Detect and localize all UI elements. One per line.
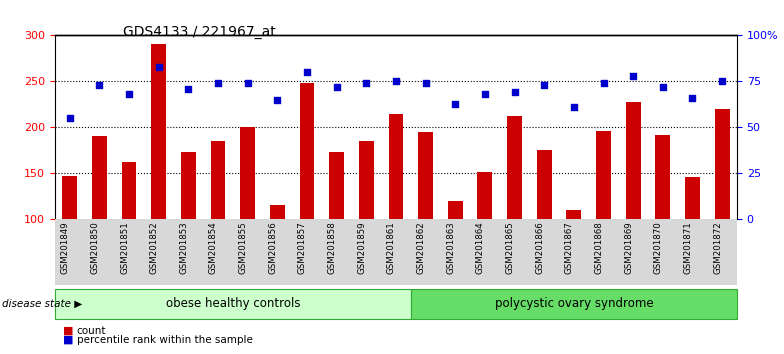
Point <box>478 91 491 97</box>
Text: obese healthy controls: obese healthy controls <box>165 297 300 310</box>
Text: GSM201861: GSM201861 <box>387 221 396 274</box>
Text: GSM201870: GSM201870 <box>654 221 662 274</box>
Text: GSM201850: GSM201850 <box>90 221 100 274</box>
Text: GSM201869: GSM201869 <box>624 221 633 274</box>
Bar <box>92 136 107 312</box>
Point <box>182 86 194 92</box>
Text: GDS4133 / 221967_at: GDS4133 / 221967_at <box>123 25 276 39</box>
Bar <box>448 201 463 312</box>
Bar <box>359 141 374 312</box>
Text: GSM201864: GSM201864 <box>476 221 485 274</box>
Point <box>656 84 669 90</box>
Text: GSM201865: GSM201865 <box>506 221 514 274</box>
Bar <box>329 152 344 312</box>
Text: GSM201867: GSM201867 <box>564 221 574 274</box>
Text: GSM201863: GSM201863 <box>446 221 456 274</box>
Point <box>538 82 550 88</box>
Text: percentile rank within the sample: percentile rank within the sample <box>77 335 252 345</box>
Text: ■: ■ <box>63 326 73 336</box>
Bar <box>655 135 670 312</box>
Point <box>330 84 343 90</box>
Text: polycystic ovary syndrome: polycystic ovary syndrome <box>495 297 653 310</box>
Bar <box>270 205 285 312</box>
Bar <box>122 162 136 312</box>
Bar <box>566 210 581 312</box>
Point <box>568 104 580 110</box>
Bar <box>151 44 166 312</box>
Text: GSM201856: GSM201856 <box>268 221 278 274</box>
Text: GSM201851: GSM201851 <box>120 221 129 274</box>
Bar <box>626 102 641 312</box>
Point <box>627 73 640 79</box>
Bar <box>537 150 552 312</box>
Text: GSM201855: GSM201855 <box>238 221 248 274</box>
Text: GSM201862: GSM201862 <box>416 221 426 274</box>
Bar <box>389 114 403 312</box>
Text: ■: ■ <box>63 335 73 345</box>
Bar <box>418 132 433 312</box>
Bar <box>240 127 255 312</box>
Point <box>93 82 106 88</box>
Text: GSM201852: GSM201852 <box>150 221 158 274</box>
Bar <box>299 83 314 312</box>
Bar <box>181 152 196 312</box>
Bar <box>477 172 492 312</box>
Point <box>212 80 224 86</box>
Point <box>301 69 314 75</box>
Point <box>508 90 521 95</box>
Bar <box>62 176 77 312</box>
Text: GSM201857: GSM201857 <box>298 221 307 274</box>
Point <box>390 79 402 84</box>
Point <box>123 91 136 97</box>
Bar <box>596 131 611 312</box>
Point <box>449 101 462 106</box>
Text: GSM201859: GSM201859 <box>358 221 366 274</box>
Point <box>152 64 165 69</box>
Bar <box>507 116 522 312</box>
Bar <box>685 177 700 312</box>
Text: GSM201854: GSM201854 <box>209 221 218 274</box>
Text: GSM201858: GSM201858 <box>328 221 336 274</box>
Text: GSM201871: GSM201871 <box>684 221 692 274</box>
Point <box>271 97 284 103</box>
Text: GSM201868: GSM201868 <box>594 221 604 274</box>
Point <box>597 80 610 86</box>
Text: GSM201853: GSM201853 <box>180 221 188 274</box>
Point <box>64 115 76 121</box>
Text: GSM201872: GSM201872 <box>713 221 722 274</box>
Point <box>686 95 699 101</box>
Text: disease state ▶: disease state ▶ <box>2 298 82 309</box>
Point <box>241 80 254 86</box>
Text: GSM201866: GSM201866 <box>535 221 544 274</box>
Text: count: count <box>77 326 107 336</box>
Point <box>360 80 372 86</box>
Bar <box>211 141 225 312</box>
Bar <box>715 109 730 312</box>
Point <box>419 80 432 86</box>
Point <box>716 79 728 84</box>
Text: GSM201849: GSM201849 <box>60 221 70 274</box>
